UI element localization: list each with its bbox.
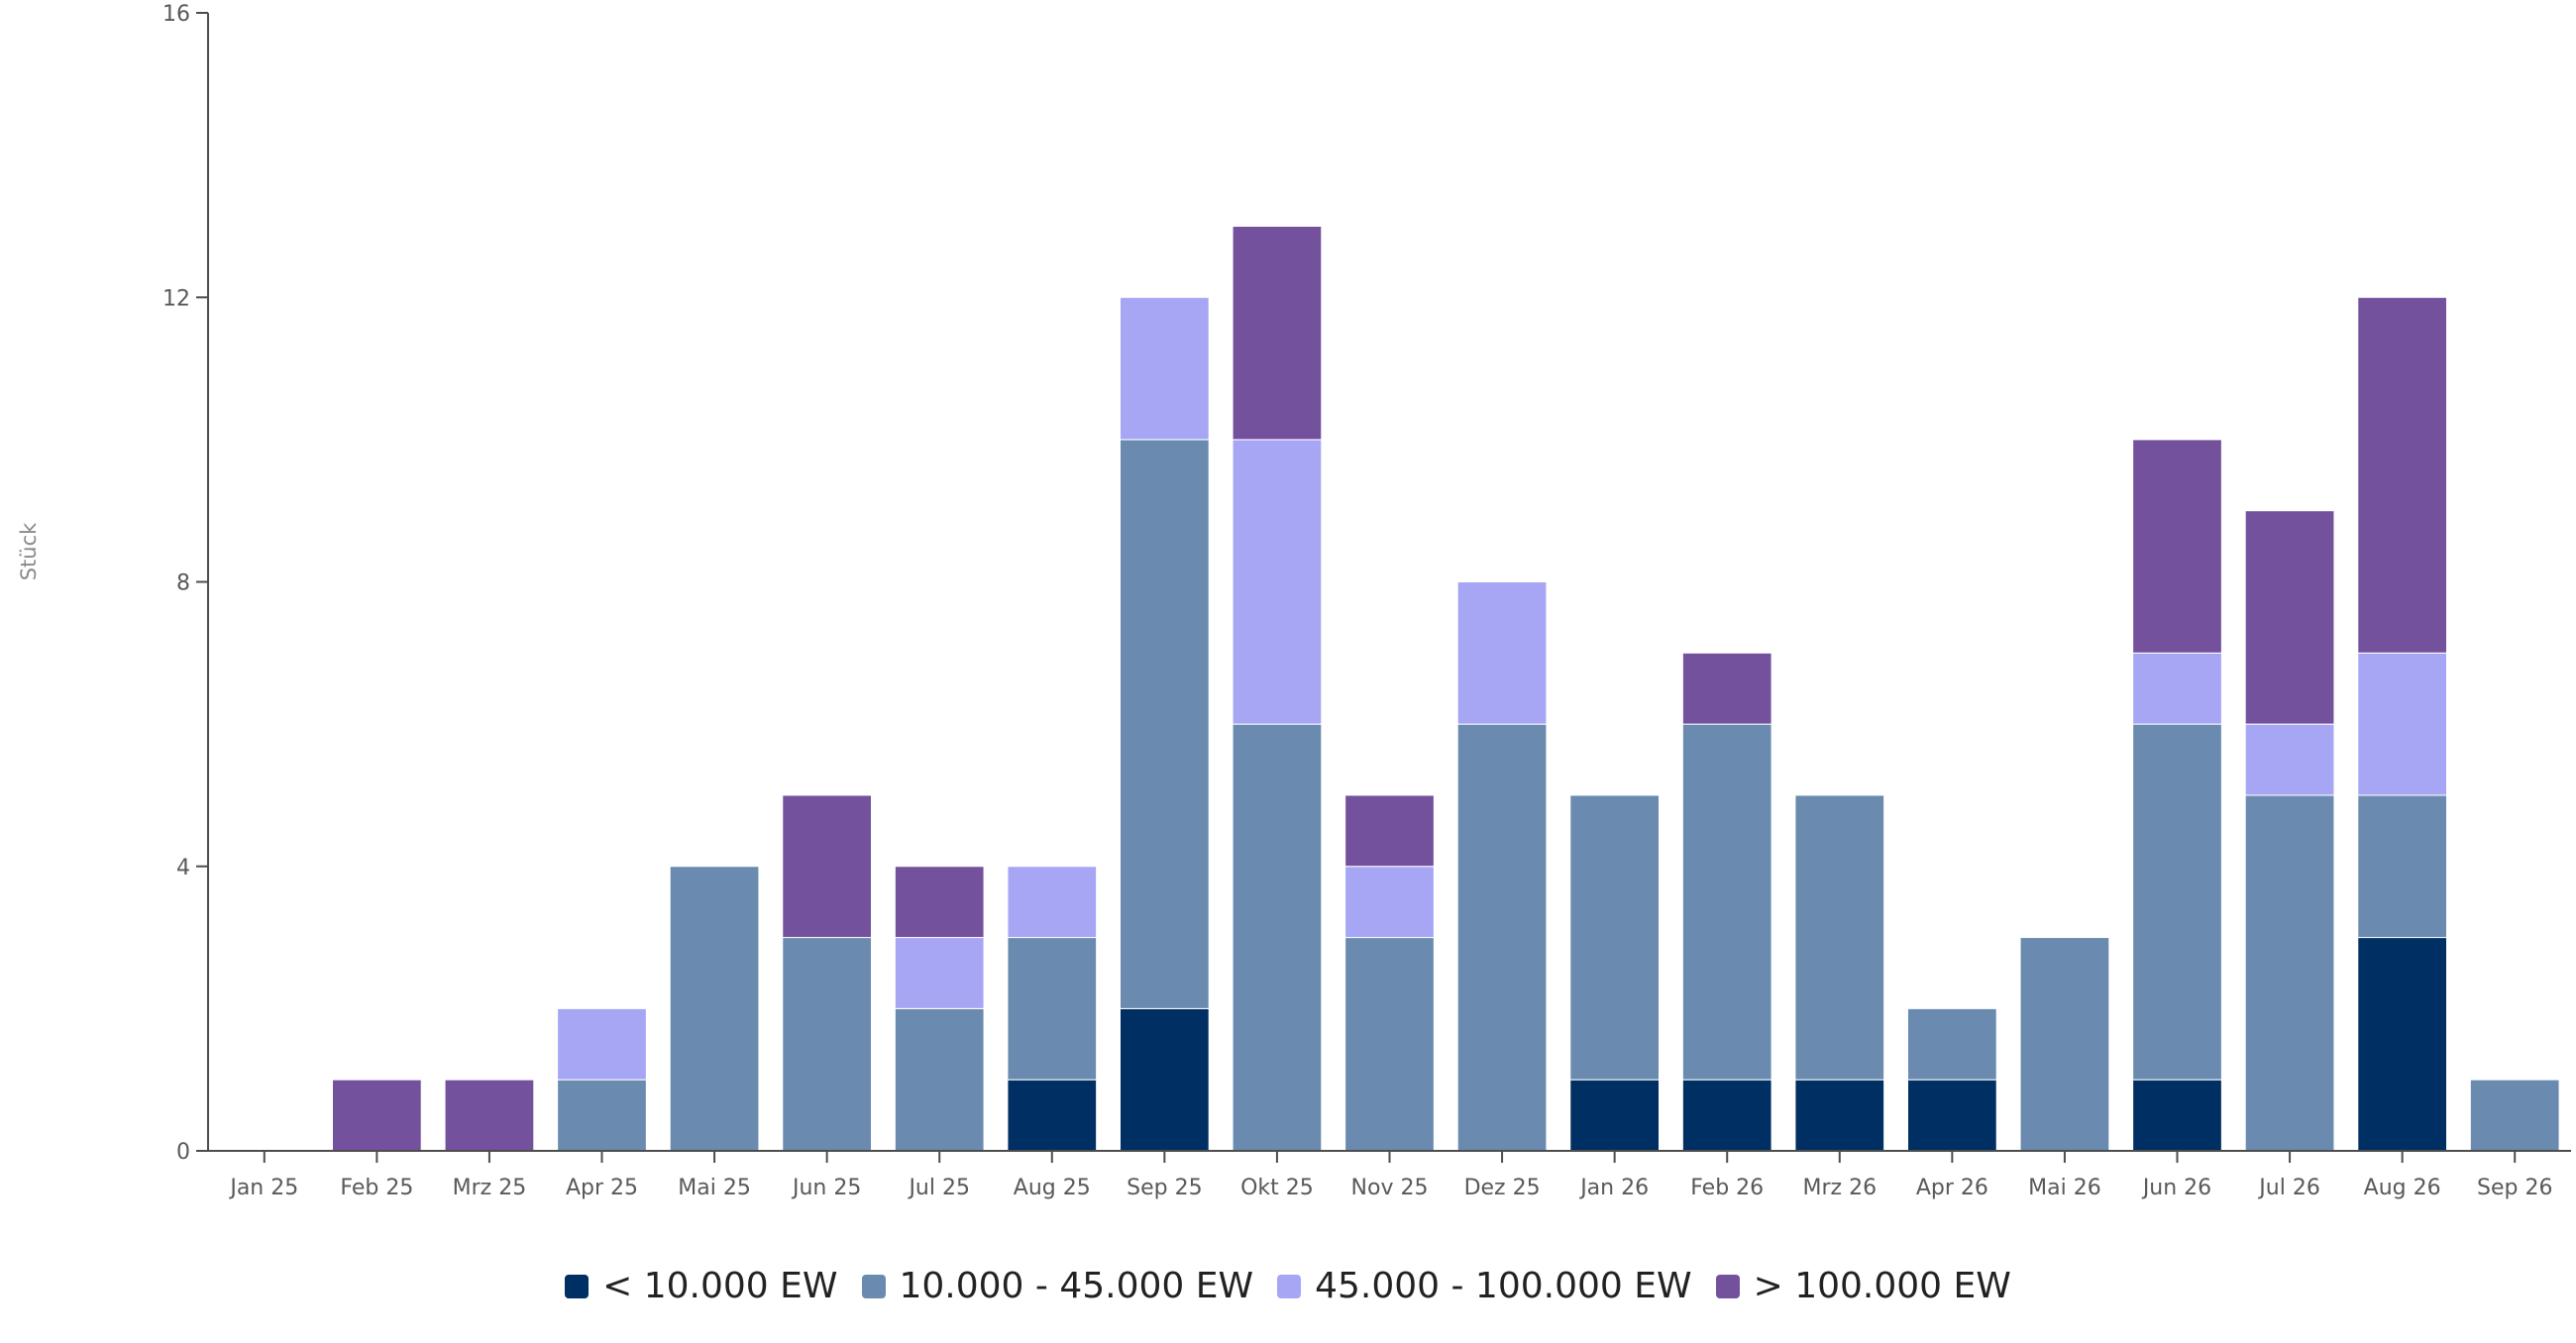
y-axis-title: Stück (17, 522, 41, 580)
bar-segment[interactable] (782, 794, 873, 939)
bar-segment[interactable] (894, 937, 985, 1009)
legend-label: 45.000 - 100.000 EW (1315, 1266, 1692, 1306)
x-tick-label: Mai 25 (678, 1176, 751, 1200)
bar-segment[interactable] (2132, 652, 2222, 725)
legend-item-over-100000[interactable]: > 100.000 EW (1715, 1266, 2011, 1306)
bar-segment[interactable] (2019, 937, 2110, 1152)
x-tick-label: Sep 26 (2477, 1176, 2552, 1200)
bar-segment[interactable] (1007, 866, 1098, 939)
bar-segment[interactable] (2244, 510, 2335, 725)
bar-segment[interactable] (1120, 296, 1210, 441)
legend: < 10.000 EW 10.000 - 45.000 EW 45.000 - … (0, 1266, 2576, 1306)
y-tick-label: 12 (162, 286, 190, 311)
x-tick-label: Jul 25 (907, 1176, 970, 1200)
x-tick-label: Feb 26 (1690, 1176, 1764, 1200)
x-tick-label: Jun 25 (791, 1176, 861, 1200)
bar-segment[interactable] (1681, 1079, 1772, 1152)
bar-segment[interactable] (1120, 1007, 1210, 1152)
bar-segment[interactable] (557, 1007, 647, 1081)
bar-segment[interactable] (1007, 1079, 1098, 1152)
legend-swatch (1715, 1274, 1740, 1298)
bar-segment[interactable] (1120, 439, 1210, 1009)
bar-segment[interactable] (444, 1079, 535, 1152)
y-tick-label: 4 (176, 856, 190, 880)
bar-segment[interactable] (1681, 723, 1772, 1081)
bar-segment[interactable] (1344, 794, 1435, 868)
bar-segment[interactable] (2244, 794, 2335, 1152)
bar-segment[interactable] (2357, 937, 2448, 1152)
bar-segment[interactable] (1232, 225, 1323, 441)
x-tick-label: Nov 25 (1351, 1176, 1429, 1200)
bar-segment[interactable] (782, 937, 873, 1152)
bar-segment[interactable] (332, 1079, 422, 1152)
y-tick-label: 0 (176, 1140, 190, 1165)
legend-swatch (565, 1274, 590, 1298)
x-tick-label: Mai 26 (2028, 1176, 2101, 1200)
bar-segment[interactable] (2132, 1079, 2222, 1152)
bar-segment[interactable] (2357, 296, 2448, 654)
bar-segment[interactable] (1794, 794, 1885, 1081)
bar-segment[interactable] (1232, 723, 1323, 1152)
x-tick-label: Okt 25 (1240, 1176, 1314, 1200)
bar-segment[interactable] (894, 1007, 985, 1152)
y-tick-label: 16 (162, 2, 190, 27)
legend-swatch (861, 1274, 886, 1298)
bar-segment[interactable] (2244, 723, 2335, 796)
bar-segment[interactable] (1007, 937, 1098, 1081)
legend-item-10000-45000[interactable]: 10.000 - 45.000 EW (861, 1266, 1254, 1306)
legend-item-45000-100000[interactable]: 45.000 - 100.000 EW (1277, 1266, 1692, 1306)
legend-label: 10.000 - 45.000 EW (899, 1266, 1254, 1306)
bar-segment[interactable] (2132, 439, 2222, 654)
legend-label: > 100.000 EW (1753, 1266, 2011, 1306)
bar-segment[interactable] (1456, 581, 1548, 725)
y-axis-title-group: Stück (17, 522, 41, 580)
y-tick-label: 8 (176, 571, 190, 596)
bar-segment[interactable] (669, 866, 760, 1152)
x-tick-label: Apr 25 (566, 1176, 638, 1200)
x-tick-label: Aug 25 (1014, 1176, 1091, 1200)
bar-segment[interactable] (2357, 794, 2448, 939)
x-tick-label: Jan 26 (1578, 1176, 1649, 1200)
bar-segment[interactable] (2469, 1079, 2560, 1152)
bar-segment[interactable] (1907, 1079, 1997, 1152)
x-tick-label: Jun 26 (2141, 1176, 2211, 1200)
bar-segment[interactable] (1344, 866, 1435, 939)
bar-segment[interactable] (1344, 937, 1435, 1152)
x-tick-label: Mrz 26 (1803, 1176, 1878, 1200)
bar-segment[interactable] (1907, 1007, 1997, 1081)
legend-label: < 10.000 EW (602, 1266, 838, 1306)
bar-segment[interactable] (2132, 723, 2222, 1081)
x-tick-label: Sep 25 (1127, 1176, 1202, 1200)
x-tick-label: Jan 25 (228, 1176, 298, 1200)
bar-segment[interactable] (1232, 439, 1323, 725)
x-tick-label: Aug 26 (2364, 1176, 2441, 1200)
bar-segment[interactable] (2357, 652, 2448, 796)
bar-segment[interactable] (1794, 1079, 1885, 1152)
bar-segment[interactable] (894, 866, 985, 939)
axes-layer: 0 4 8 12 16 Jan 25 Feb 25 Mrz 25 Apr 25 Mai 25 Jun… (162, 2, 2571, 1200)
x-tick-label: Dez 25 (1464, 1176, 1541, 1200)
bar-segment[interactable] (1681, 652, 1772, 725)
x-tick-label: Mrz 25 (453, 1176, 527, 1200)
legend-swatch (1277, 1274, 1302, 1298)
legend-item-under-10000[interactable]: < 10.000 EW (565, 1266, 838, 1306)
bar-segment[interactable] (1569, 794, 1661, 1081)
bar-segment[interactable] (1456, 723, 1548, 1152)
bar-segment[interactable] (557, 1079, 647, 1152)
x-tick-label: Apr 26 (1916, 1176, 1988, 1200)
x-tick-label: Jul 26 (2257, 1176, 2320, 1200)
x-tick-label: Feb 25 (340, 1176, 413, 1200)
bar-segment[interactable] (1569, 1079, 1661, 1152)
bars-layer (332, 225, 2560, 1152)
